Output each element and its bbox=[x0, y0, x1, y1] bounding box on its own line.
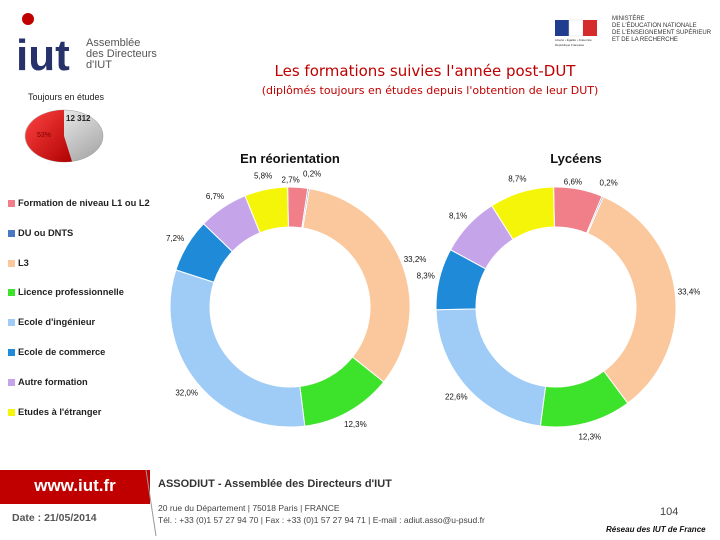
donut-slice bbox=[169, 269, 306, 428]
page-title: Les formations suivies l'année post-DUT bbox=[274, 62, 576, 80]
donut-slice-label: 8,1% bbox=[449, 212, 467, 221]
legend-item: Etudes à l'étranger bbox=[8, 407, 168, 437]
page-number: 104 bbox=[660, 506, 679, 518]
donut-slice-label: 32,0% bbox=[175, 388, 198, 397]
mini-pie-value: 12 312 bbox=[66, 114, 91, 123]
donut-slice-label: 33,4% bbox=[678, 287, 700, 296]
emblem-motto: Liberté • Égalité • Fraternité bbox=[555, 37, 592, 42]
legend-label: Ecole d'ingénieur bbox=[18, 317, 96, 328]
legend-swatch bbox=[8, 259, 15, 267]
donut-chart-lyceens: Lycéens 6,6% 0,2% 33,4% 12,3% 22,6% 8,3% 8,1% 8,… bbox=[417, 151, 700, 442]
footer-divider bbox=[145, 470, 157, 537]
legend-swatch bbox=[8, 408, 15, 416]
footer-url[interactable]: www.iut.fr bbox=[34, 476, 116, 495]
page-subtitle: (diplômés toujours en études depuis l'ob… bbox=[261, 84, 599, 97]
mini-pie-chart: 12 312 53% bbox=[24, 109, 104, 163]
donut-slice bbox=[586, 196, 677, 404]
donut-slice bbox=[435, 308, 547, 427]
footer-url-band bbox=[0, 470, 150, 504]
donut-slice-label: 8,7% bbox=[508, 175, 526, 184]
donut-slice-label: 33,2% bbox=[404, 255, 427, 264]
legend-label: Licence professionnelle bbox=[18, 287, 124, 298]
donut-slice-label: 6,7% bbox=[206, 192, 224, 201]
chart-legend: Formation de niveau L1 ou L2 DU ou DNTS … bbox=[8, 198, 168, 436]
donut-charts: En réorientation2,7%0,2%33,2%12,3%32,0%7… bbox=[166, 151, 700, 442]
donut-slice-label: 2,7% bbox=[282, 175, 300, 184]
donut-slice-label: 8,3% bbox=[417, 272, 435, 281]
legend-item: Ecole de commerce bbox=[8, 347, 168, 377]
logo-line: des Directeurs bbox=[86, 48, 157, 60]
footer-organization: ASSODIUT - Assemblée des Directeurs d'IU… bbox=[158, 478, 392, 490]
chart-title: Lycéens bbox=[550, 151, 602, 166]
donut-slice-label: 22,6% bbox=[445, 393, 468, 402]
mini-pie-percent: 53% bbox=[37, 132, 51, 139]
donut-slice-label: 6,6% bbox=[564, 177, 582, 186]
donut-slice-label: 5,8% bbox=[254, 172, 272, 181]
footer-network: Réseau des IUT de France bbox=[606, 525, 706, 534]
donut-slice-label: 0,2% bbox=[600, 178, 618, 187]
logo-line: d'IUT bbox=[86, 59, 112, 71]
logo-dot bbox=[22, 13, 34, 25]
legend-item: Formation de niveau L1 ou L2 bbox=[8, 198, 168, 228]
mini-pie-slice-studying bbox=[25, 110, 73, 162]
ministry-line: Ministère bbox=[612, 16, 645, 22]
legend-item: DU ou DNTS bbox=[8, 228, 168, 258]
footer-date: Date : 21/05/2014 bbox=[12, 512, 97, 524]
french-flag-emblem: Liberté • Égalité • Fraternité Républiqu… bbox=[555, 19, 597, 47]
donut-chart-reorientation: En réorientation 2,7%0,2% 33,2% 12,3% 32,0% 7… bbox=[166, 151, 426, 429]
donut-slice-label: 12,3% bbox=[578, 433, 601, 442]
ministry-text: Ministère de l'Éducation nationale de l'… bbox=[612, 16, 717, 44]
legend-label: DU ou DNTS bbox=[18, 227, 74, 238]
donut-slice-label: 12,3% bbox=[344, 420, 367, 429]
ministry-logo: Liberté • Égalité • Fraternité Républiqu… bbox=[555, 18, 715, 48]
legend-item: Ecole d'ingénieur bbox=[8, 317, 168, 347]
donut-slice-label: 7,2% bbox=[166, 234, 184, 243]
legend-label: Etudes à l'étranger bbox=[18, 406, 102, 417]
legend-label: Ecole de commerce bbox=[18, 346, 106, 357]
legend-label: L3 bbox=[18, 257, 29, 268]
legend-swatch bbox=[8, 319, 15, 327]
legend-swatch bbox=[8, 348, 15, 356]
logo-line: Assemblée bbox=[86, 37, 141, 49]
donut-slice bbox=[491, 186, 555, 241]
legend-swatch bbox=[8, 200, 15, 207]
logo-text: Assemblée des Directeurs d'IUT bbox=[86, 38, 166, 71]
mini-chart-label: Toujours en études bbox=[28, 92, 105, 102]
legend-item: L3 bbox=[8, 258, 168, 288]
logo-mark: iut bbox=[16, 31, 70, 78]
legend-swatch bbox=[8, 229, 15, 237]
emblem-republic: République Française bbox=[555, 43, 585, 47]
donut-slice bbox=[244, 186, 289, 234]
legend-swatch bbox=[8, 289, 15, 297]
legend-item: Autre formation bbox=[8, 377, 168, 407]
donut-slice-label: 0,2% bbox=[303, 170, 321, 179]
ministry-line: de l'Éducation nationale bbox=[612, 23, 697, 29]
chart-title: En réorientation bbox=[240, 151, 340, 166]
footer-address: 20 rue du Département | 75018 Paris | FR… bbox=[158, 503, 340, 513]
footer-contact: Tél. : +33 (0)1 57 27 94 70 | Fax : +33 … bbox=[158, 515, 485, 525]
ministry-line: et de la Recherche bbox=[612, 37, 678, 43]
legend-label: Autre formation bbox=[18, 376, 88, 387]
ministry-line: de l'Enseignement supérieur bbox=[612, 30, 712, 36]
legend-label: Formation de niveau L1 ou L2 bbox=[18, 198, 150, 208]
footer-address-block: 20 rue du Département | 75018 Paris | FR… bbox=[158, 502, 485, 526]
donut-slice bbox=[302, 187, 411, 383]
legend-swatch bbox=[8, 378, 15, 386]
iut-logo: iut bbox=[16, 13, 70, 78]
legend-item: Licence professionnelle bbox=[8, 287, 168, 317]
